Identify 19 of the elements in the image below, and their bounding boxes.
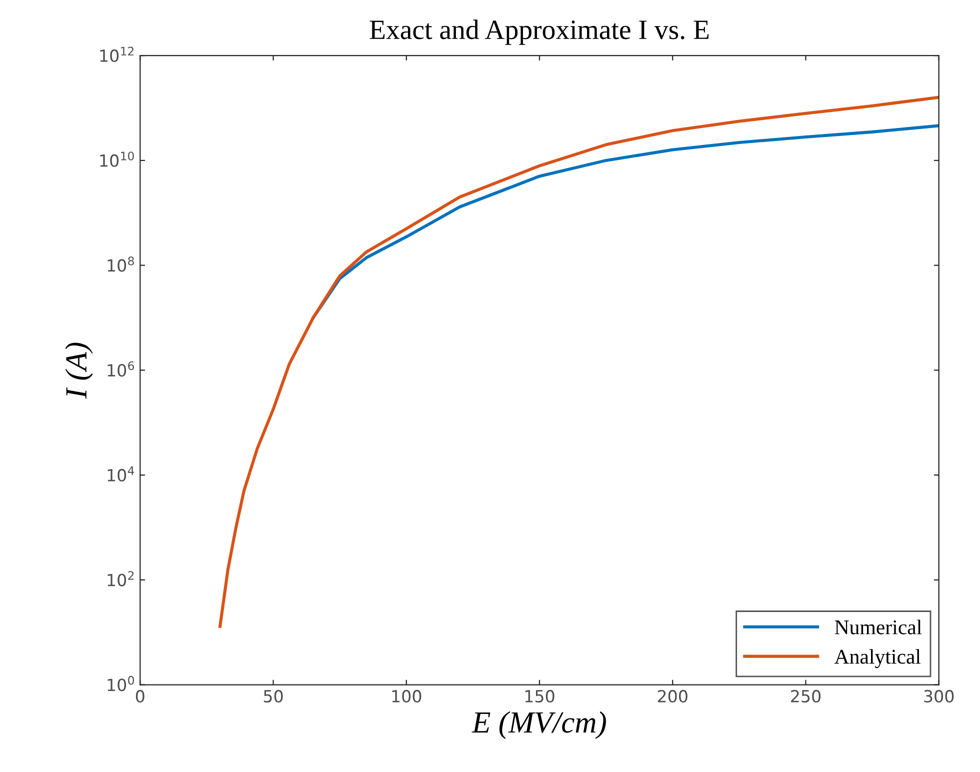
x-tick-label: 100 [392,690,422,703]
x-tick-label: 250 [791,690,821,703]
y-axis-title: I (A) [65,342,93,399]
x-tick-label: 200 [658,690,688,703]
y-tick-label: 10$^{6}$ [108,361,134,377]
x-tick-label: 0 [136,690,144,703]
x-axis-title: E (MV/cm) [472,711,606,740]
y-tick-label: 10$^{4}$ [108,466,134,482]
x-tick-label: 150 [525,690,554,703]
y-tick-label: 10$^{8}$ [108,256,134,272]
legend-label: Numerical [834,620,922,634]
legend-label: Analytical [834,649,921,668]
chart-title: Exact and Approximate I vs. E [370,20,709,45]
y-tick-label: 10$^{12}$ [100,46,134,62]
y-tick-label: 10$^{0}$ [108,676,134,692]
x-tick-label: 50 [264,690,283,703]
y-tick-label: 10$^{10}$ [100,152,134,167]
x-tick-label: 300 [924,690,954,703]
y-tick-label: 10$^{2}$ [108,571,134,586]
